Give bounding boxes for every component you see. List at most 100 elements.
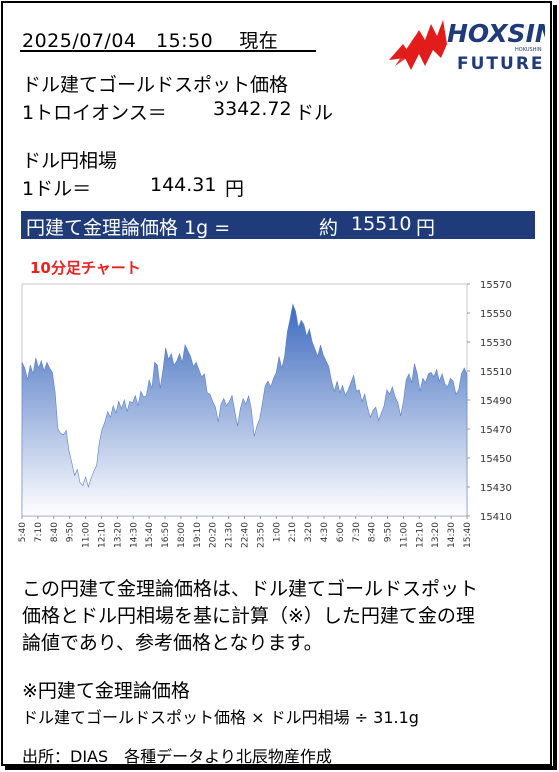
data-point	[378, 420, 379, 421]
data-point	[248, 395, 249, 396]
data-point	[348, 390, 349, 391]
y-tick-label: 15490	[480, 396, 512, 407]
data-point	[467, 374, 468, 375]
data-point	[312, 342, 313, 343]
data-point	[96, 465, 97, 466]
data-point	[121, 408, 122, 409]
card-shadow-right	[553, 5, 557, 769]
data-point	[279, 356, 280, 357]
footer-source: 出所：DIAS 各種データより北辰物産作成	[22, 747, 332, 766]
x-tick-label: 20:20	[209, 522, 219, 548]
data-point	[41, 361, 42, 362]
y-tick-label: 15450	[480, 454, 512, 465]
data-point	[91, 478, 92, 479]
data-point	[306, 336, 307, 337]
data-point	[113, 406, 114, 407]
data-point	[331, 381, 332, 382]
data-point	[118, 401, 119, 402]
data-point	[334, 391, 335, 392]
data-point	[370, 417, 371, 418]
x-tick-label: 23:50	[256, 522, 266, 548]
data-point	[160, 388, 161, 389]
data-point	[461, 374, 462, 375]
data-point	[138, 406, 139, 407]
y-tick-label: 15410	[480, 512, 512, 523]
data-point	[406, 379, 407, 380]
data-point	[229, 401, 230, 402]
x-tick-label: 15:40	[145, 522, 155, 548]
data-point	[47, 362, 48, 363]
x-tick-label: 6:00	[336, 522, 346, 542]
x-tick-label: 3:20	[304, 522, 314, 542]
data-point	[320, 345, 321, 346]
data-point	[298, 327, 299, 328]
data-point	[165, 348, 166, 349]
data-point	[243, 398, 244, 399]
x-tick-label: 4:30	[320, 522, 330, 542]
data-point	[22, 362, 23, 363]
fx-unit: 円	[225, 178, 245, 200]
data-point	[282, 368, 283, 369]
data-point	[273, 378, 274, 379]
data-point	[387, 390, 388, 391]
data-point	[49, 368, 50, 369]
x-tick-label: 19:10	[193, 522, 203, 548]
data-point	[124, 400, 125, 401]
data-point	[193, 366, 194, 367]
data-point	[450, 378, 451, 379]
data-point	[411, 382, 412, 383]
data-point	[276, 372, 277, 373]
data-point	[146, 395, 147, 396]
data-point	[63, 435, 64, 436]
x-tick-label: 1:00	[272, 522, 282, 542]
data-point	[141, 391, 142, 392]
x-tick-label: 8:40	[368, 522, 378, 542]
data-point	[185, 345, 186, 346]
data-point	[389, 394, 390, 395]
data-point	[420, 391, 421, 392]
data-point	[351, 382, 352, 383]
data-point	[403, 401, 404, 402]
data-point	[204, 374, 205, 375]
data-point	[364, 394, 365, 395]
data-point	[458, 390, 459, 391]
data-point	[456, 394, 457, 395]
data-point	[66, 430, 67, 431]
data-point	[237, 426, 238, 427]
chart-title: 10分足チャート	[30, 259, 141, 277]
fx-unit-label: 1ドル＝	[22, 178, 92, 200]
data-point	[127, 411, 128, 412]
data-point	[398, 403, 399, 404]
data-point	[431, 372, 432, 373]
card-shadow-bottom	[5, 766, 557, 770]
x-tick-label: 9:50	[66, 522, 76, 542]
description-line-1: この円建て金理論価格は、ドル建てゴールドスポット	[22, 578, 479, 600]
data-point	[190, 356, 191, 357]
data-point	[337, 381, 338, 382]
data-point	[77, 469, 78, 470]
data-point	[301, 320, 302, 321]
data-point	[88, 487, 89, 488]
data-point	[58, 429, 59, 430]
data-point	[235, 411, 236, 412]
fx-value: 144.31	[150, 174, 217, 196]
data-point	[436, 369, 437, 370]
data-point	[304, 324, 305, 325]
formula-text: ドル建てゴールドスポット価格 × ドル円相場 ÷ 31.1g	[22, 708, 419, 727]
data-point	[218, 421, 219, 422]
data-point	[71, 462, 72, 463]
data-point	[345, 395, 346, 396]
data-point	[340, 392, 341, 393]
data-point	[80, 482, 81, 483]
data-point	[116, 413, 117, 414]
data-point	[188, 350, 189, 351]
data-point	[428, 374, 429, 375]
y-tick-label: 15430	[480, 483, 512, 494]
description-line-2: 価格とドル円相場を基に計算（※）した円建て金の理	[22, 605, 475, 627]
gold-value: 3342.72	[213, 98, 292, 120]
data-point	[199, 369, 200, 370]
data-point	[295, 311, 296, 312]
data-point	[44, 371, 45, 372]
data-point	[52, 372, 53, 373]
data-point	[179, 353, 180, 354]
